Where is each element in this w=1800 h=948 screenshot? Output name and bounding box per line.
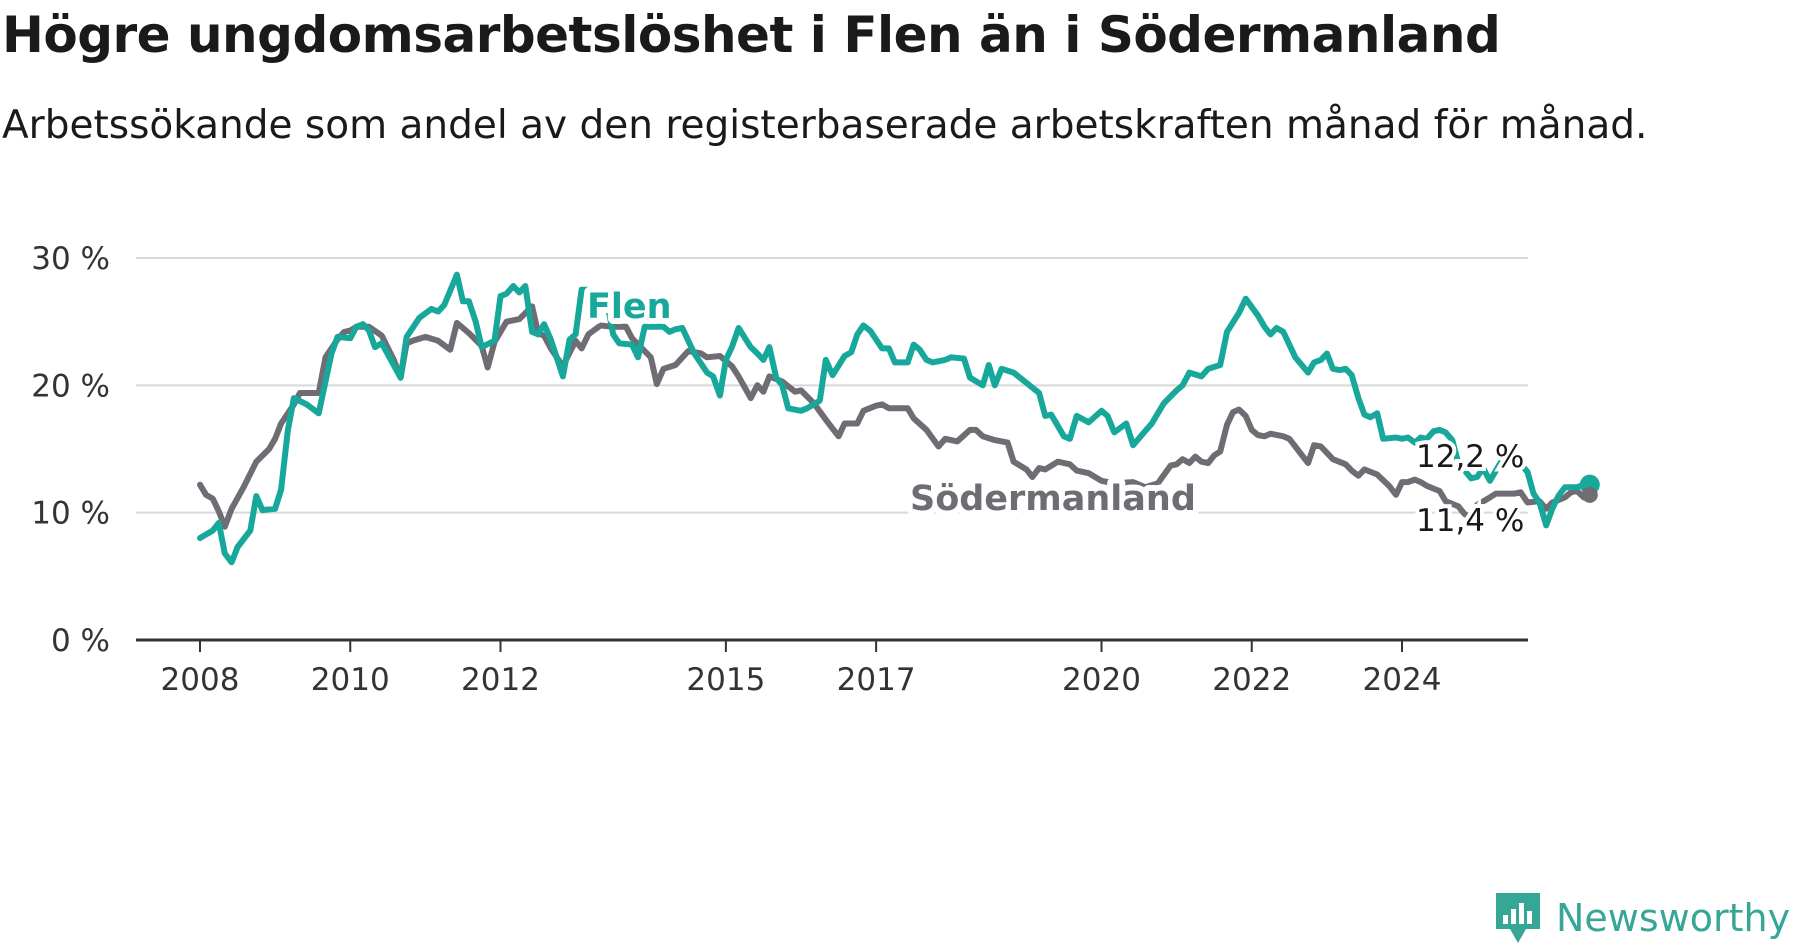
x-tick-label: 2010 <box>311 662 390 698</box>
x-tick-label: 2012 <box>461 662 540 698</box>
y-axis: 0 % 10 % 20 % 30 % <box>31 241 110 659</box>
series-label-sodermanland: Södermanland <box>910 479 1196 519</box>
x-tick-label: 2020 <box>1062 662 1141 698</box>
x-tick-label: 2017 <box>837 662 916 698</box>
series-label-flen: Flen <box>587 287 672 327</box>
x-tick-label: 2015 <box>686 662 765 698</box>
newsworthy-logo: Newsworthy <box>1492 888 1790 948</box>
y-tick-label: 30 % <box>31 241 110 277</box>
chart-title: Högre ungdomsarbetslöshet i Flen än i Sö… <box>2 6 1501 64</box>
end-marker-sodermanland <box>1581 486 1598 503</box>
x-tick-label: 2022 <box>1212 662 1291 698</box>
y-tick-label: 10 % <box>31 496 110 532</box>
brand-name: Newsworthy <box>1556 896 1791 940</box>
y-tick-label: 0 % <box>51 623 110 659</box>
end-value-flen: 12,2 % <box>1416 439 1524 475</box>
end-value-sodermanland: 11,4 % <box>1416 503 1524 539</box>
grid-lines <box>136 257 1528 514</box>
chart-subtitle: Arbetssökande som andel av den registerb… <box>2 103 1648 148</box>
x-axis: 2008 2010 2012 2015 2017 2020 2022 2024 <box>136 638 1528 698</box>
x-tick-label: 2024 <box>1363 662 1442 698</box>
series-labels: Flen Södermanland 12,2 % 11,4 % <box>581 281 1600 543</box>
bar-chart-icon <box>1496 893 1540 943</box>
series-line-sodermanland <box>197 303 1593 530</box>
series-lines <box>197 271 1593 566</box>
x-tick-label: 2008 <box>161 662 240 698</box>
y-tick-label: 20 % <box>31 368 110 404</box>
series-line-flen <box>197 271 1593 566</box>
